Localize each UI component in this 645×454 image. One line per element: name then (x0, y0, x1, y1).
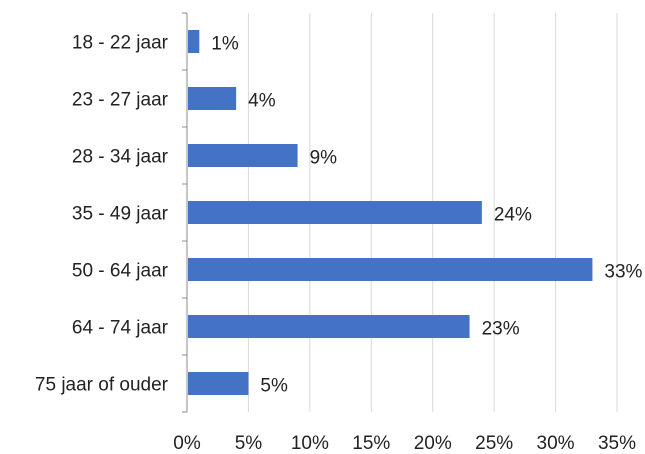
data-label: 9% (310, 148, 338, 169)
data-label: 23% (482, 319, 520, 340)
data-labels: 1% 4% 9% 24% 33% 23% 5% (211, 34, 642, 397)
data-label: 24% (494, 205, 532, 226)
category-labels: 18 - 22 jaar 23 - 27 jaar 28 - 34 jaar 35 -… (35, 33, 169, 396)
x-tick-label: 30% (537, 433, 575, 454)
bars (188, 30, 593, 395)
bar (188, 201, 482, 224)
bar (188, 372, 249, 395)
x-tick-labels: 0% 5% 10% 15% 20% 25% 30% 35% (173, 433, 636, 454)
x-tick-label: 15% (352, 433, 390, 454)
x-tick-label: 5% (235, 433, 263, 454)
category-label: 50 - 64 jaar (72, 261, 169, 282)
x-tick-label: 20% (414, 433, 452, 454)
bar (188, 30, 200, 53)
data-label: 4% (248, 91, 276, 112)
x-tick-label: 35% (598, 433, 636, 454)
bar (188, 87, 237, 110)
data-label: 33% (604, 262, 642, 283)
x-tick-label: 25% (475, 433, 513, 454)
bar (188, 258, 593, 281)
category-label: 28 - 34 jaar (72, 147, 169, 168)
x-tick-label: 10% (291, 433, 329, 454)
category-axis (182, 12, 188, 413)
category-label: 23 - 27 jaar (72, 90, 169, 111)
category-label: 64 - 74 jaar (72, 318, 169, 339)
bar (188, 315, 470, 338)
x-tick-label: 0% (173, 433, 201, 454)
category-label: 18 - 22 jaar (72, 33, 169, 54)
bar (188, 144, 298, 167)
category-label: 75 jaar of ouder (35, 375, 169, 396)
data-label: 1% (211, 34, 239, 55)
category-label: 35 - 49 jaar (72, 204, 169, 225)
data-label: 5% (260, 376, 288, 397)
